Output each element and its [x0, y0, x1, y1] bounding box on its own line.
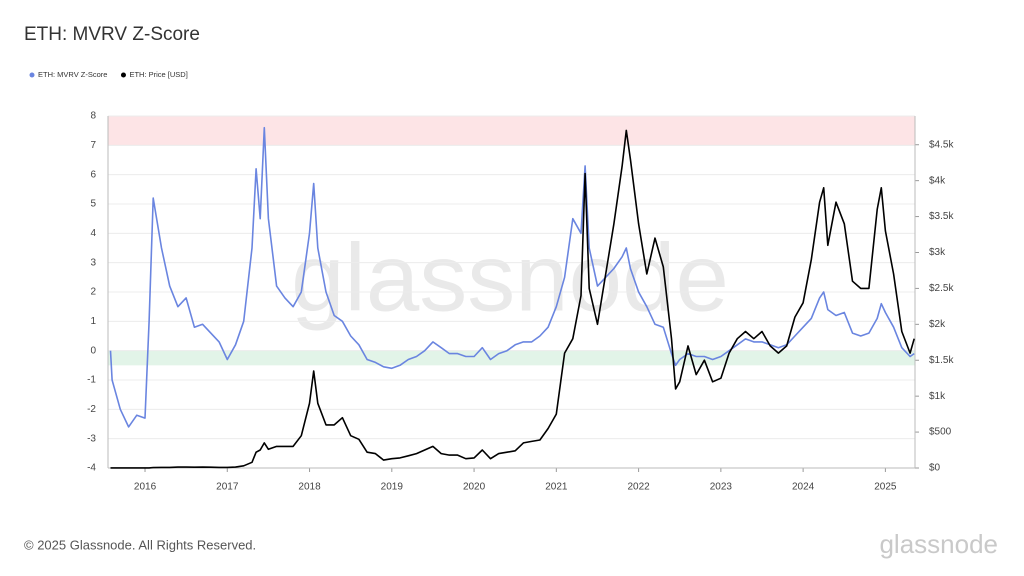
x-tick-label: 2022 [627, 482, 650, 493]
y2-tick-label: $1.5k [929, 355, 954, 366]
band [108, 350, 915, 366]
x-tick-label: 2017 [216, 482, 239, 493]
y-tick-label: -1 [87, 375, 96, 386]
y-tick-label: 3 [90, 257, 96, 268]
series-line [110, 129, 915, 469]
legend-marker [120, 72, 126, 78]
legend-label: ETH: MVRV Z-Score [38, 70, 107, 79]
band [108, 116, 915, 146]
legend-label: ETH: Price [USD] [129, 70, 187, 79]
x-tick-label: 2023 [710, 482, 733, 493]
x-tick-label: 2024 [792, 482, 815, 493]
y2-tick-label: $3.5k [929, 211, 954, 222]
y2-tick-label: $3k [929, 247, 946, 258]
y2-tick-label: $4.5k [929, 139, 954, 150]
x-tick-label: 2021 [545, 482, 568, 493]
x-tick-label: 2019 [381, 482, 404, 493]
y-tick-label: 6 [90, 169, 96, 180]
logo: glassnode [879, 529, 998, 559]
y2-tick-label: $4k [929, 175, 946, 186]
footer: © 2025 Glassnode. All Rights Reserved. [24, 537, 256, 552]
y2-tick-label: $1k [929, 391, 946, 402]
y-tick-label: 1 [90, 316, 96, 327]
x-tick-label: 2018 [298, 482, 321, 493]
y-tick-label: 7 [90, 140, 96, 151]
y-tick-label: 0 [90, 345, 96, 356]
y2-tick-label: $2.5k [929, 283, 954, 294]
x-tick-label: 2025 [874, 482, 897, 493]
y-tick-label: -4 [87, 463, 96, 474]
y-tick-label: 4 [90, 228, 96, 239]
y-tick-label: -3 [87, 433, 96, 444]
y2-tick-label: $0 [929, 463, 941, 474]
legend-marker [29, 72, 35, 78]
y-tick-label: 8 [90, 111, 96, 122]
watermark: glassnode [291, 224, 729, 331]
y2-tick-label: $500 [929, 427, 952, 438]
y2-tick-label: $2k [929, 319, 946, 330]
y-tick-label: -2 [87, 404, 96, 415]
chart-title: ETH: MVRV Z-Score [24, 24, 200, 45]
y-tick-label: 2 [90, 287, 96, 298]
x-tick-label: 2016 [134, 482, 157, 493]
y-tick-label: 5 [90, 199, 96, 210]
x-tick-label: 2020 [463, 482, 486, 493]
